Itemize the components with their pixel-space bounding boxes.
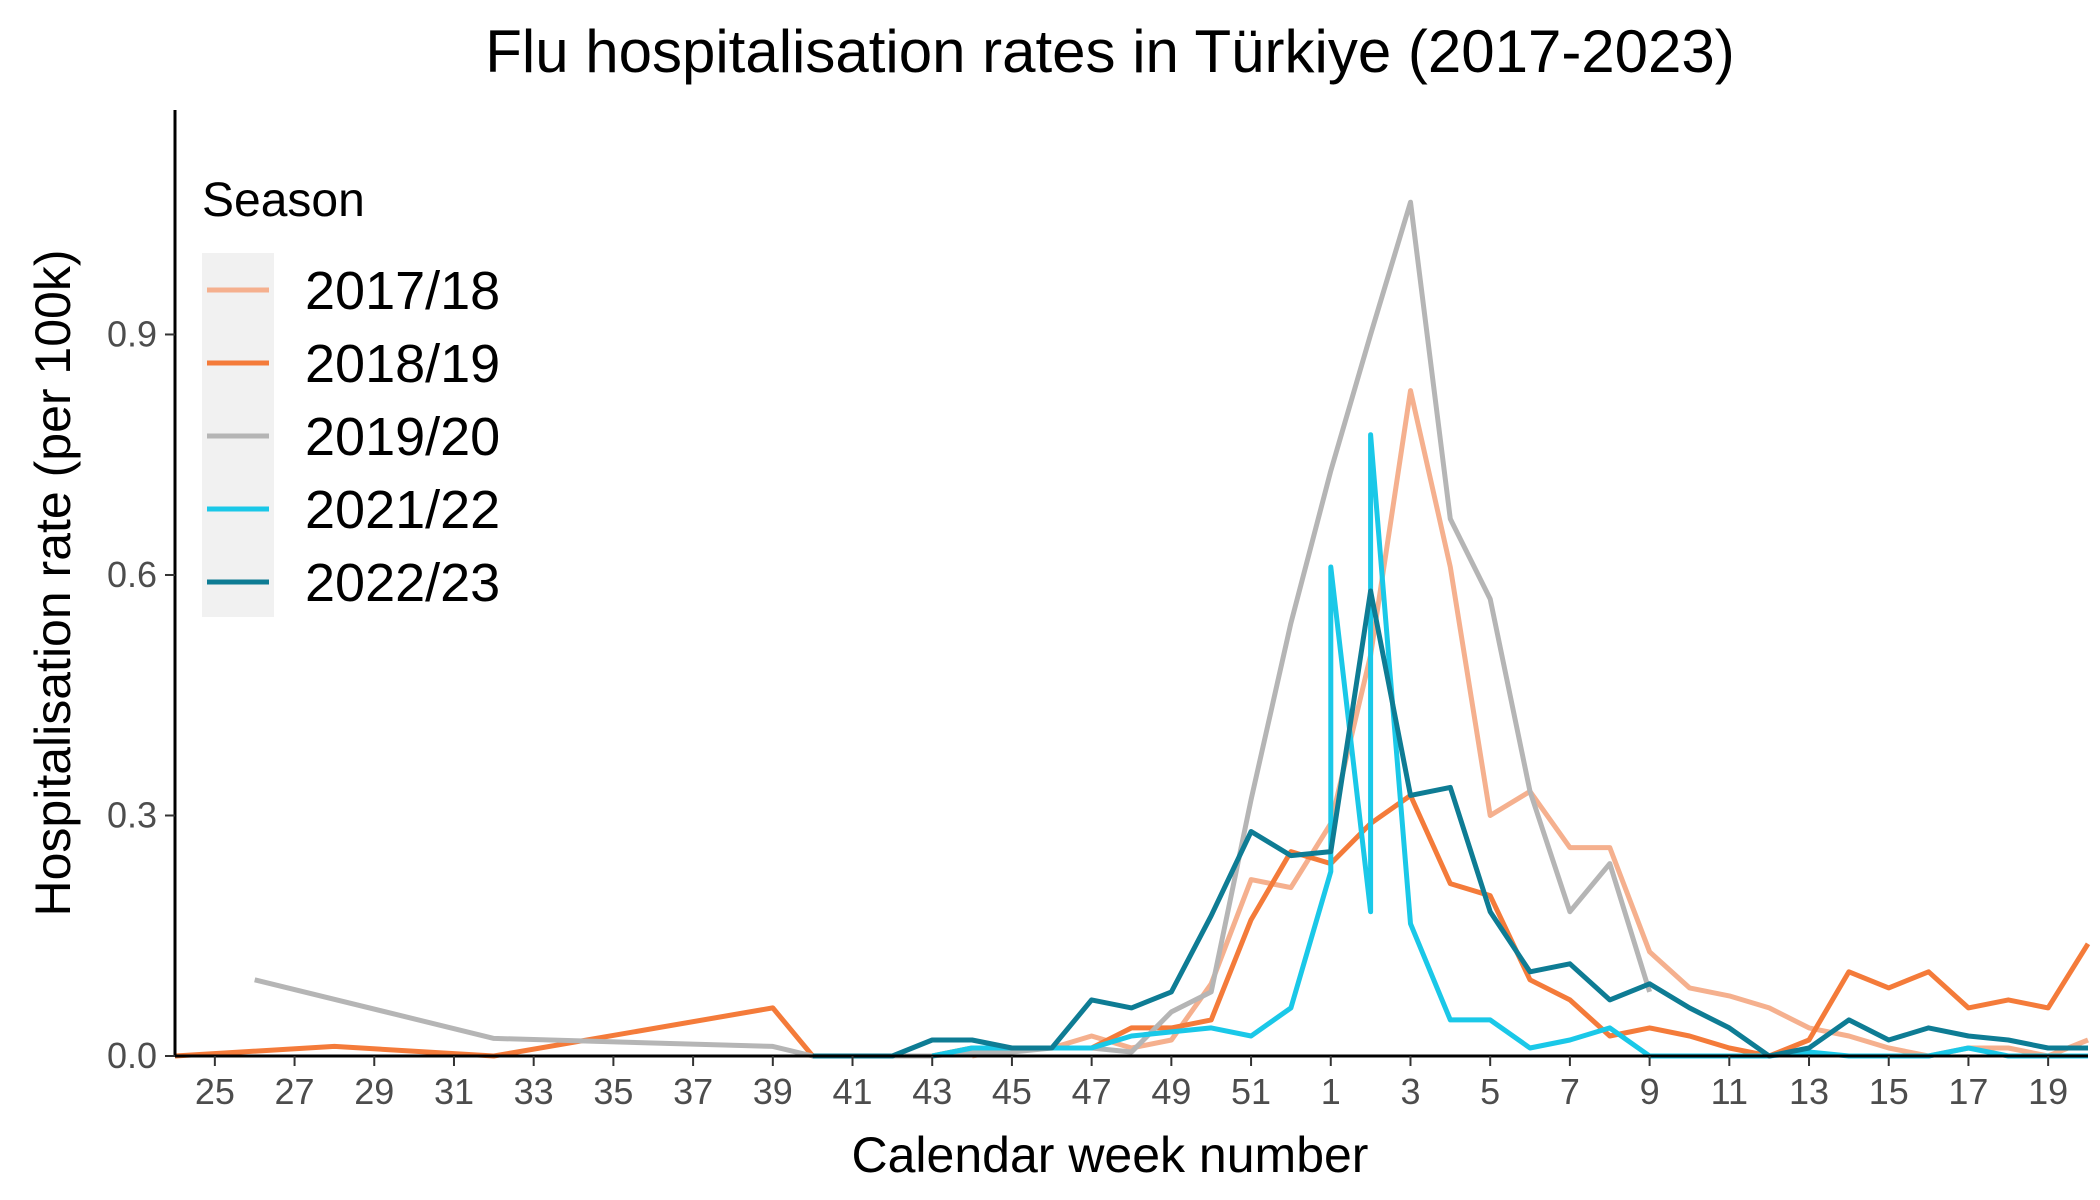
chart-title: Flu hospitalisation rates in Türkiye (20… xyxy=(485,18,1735,85)
x-tick-label: 29 xyxy=(354,1071,394,1112)
x-tick-label: 25 xyxy=(195,1071,235,1112)
y-tick-label: 0.6 xyxy=(107,554,157,595)
x-tick-label: 37 xyxy=(673,1071,713,1112)
x-tick-label: 11 xyxy=(1711,1071,1748,1112)
x-tick-label: 1 xyxy=(1321,1071,1341,1112)
x-tick-label: 19 xyxy=(2028,1071,2068,1112)
series-line-2021-22 xyxy=(931,432,2088,1059)
series-lines xyxy=(174,199,2091,1059)
legend-title: Season xyxy=(202,174,365,227)
x-tick-label: 41 xyxy=(832,1071,872,1112)
x-tick-label: 39 xyxy=(753,1071,793,1112)
series-line-2017-18 xyxy=(971,388,2089,1059)
y-axis-title: Hospitalisation rate (per 100k) xyxy=(25,250,81,917)
x-tick-label: 3 xyxy=(1400,1071,1420,1112)
x-tick-label: 35 xyxy=(593,1071,633,1112)
x-axis-ticks: 25 27 29 31 33 35 37 39 41 43 45 47 49 51 1 3 5 7 9 11 13 15 1… xyxy=(195,1056,2068,1112)
y-tick-label: 0.0 xyxy=(107,1035,157,1076)
x-tick-label: 27 xyxy=(275,1071,315,1112)
x-tick-label: 33 xyxy=(514,1071,554,1112)
x-tick-label: 43 xyxy=(912,1071,952,1112)
legend-items: 2017/18 2018/19 2019/20 2021/22 2022/23 xyxy=(207,261,500,613)
legend-label: 2018/19 xyxy=(305,334,500,394)
x-tick-label: 15 xyxy=(1869,1071,1909,1112)
x-tick-label: 51 xyxy=(1231,1071,1271,1112)
x-tick-label: 9 xyxy=(1640,1071,1660,1112)
x-tick-label: 13 xyxy=(1789,1071,1829,1112)
x-tick-label: 31 xyxy=(434,1071,474,1112)
x-axis-title: Calendar week number xyxy=(852,1127,1369,1183)
x-tick-label: 5 xyxy=(1480,1071,1500,1112)
legend: Season 2017/18 2018/19 2019/20 2021/22 2022/… xyxy=(202,174,500,617)
series-line-2018-19 xyxy=(174,792,2091,1059)
x-tick-label: 45 xyxy=(992,1071,1032,1112)
x-tick-label: 47 xyxy=(1072,1071,1112,1112)
y-axis-ticks: 0.0 0.3 0.6 0.9 xyxy=(107,313,175,1076)
x-tick-label: 17 xyxy=(1948,1071,1988,1112)
legend-label: 2022/23 xyxy=(305,553,500,613)
legend-label: 2017/18 xyxy=(305,261,500,321)
legend-label: 2019/20 xyxy=(305,407,500,467)
y-tick-label: 0.9 xyxy=(107,313,157,354)
x-tick-label: 7 xyxy=(1560,1071,1580,1112)
x-tick-label: 49 xyxy=(1151,1071,1191,1112)
plot-area: 25 27 29 31 33 35 37 39 41 43 45 47 49 51 1 3 5 7 9 11 13 15 1… xyxy=(107,110,2091,1112)
y-tick-label: 0.3 xyxy=(107,794,157,835)
legend-label: 2021/22 xyxy=(305,480,500,540)
series-line-2019-20 xyxy=(254,199,1652,1059)
series-line-2022-23 xyxy=(812,588,2088,1059)
